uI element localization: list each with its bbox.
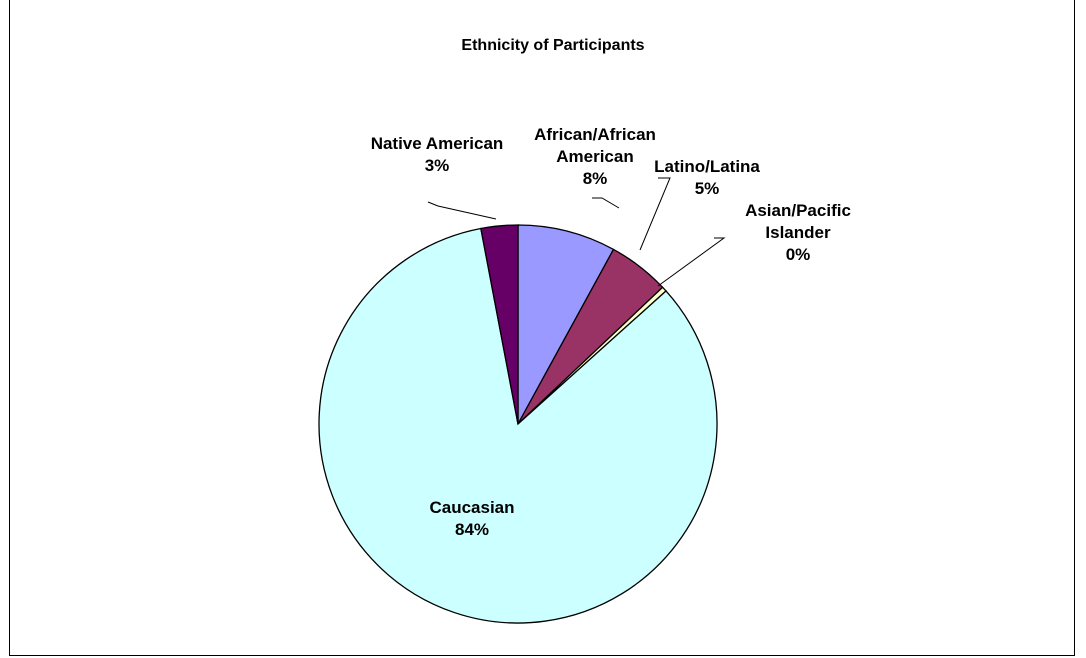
slice-label: Latino/Latina 5% [654, 157, 760, 198]
leader-line [592, 197, 620, 209]
leader-line [657, 237, 726, 287]
pie-chart: Ethnicity of Participants African/Africa… [318, 37, 851, 624]
slice-label: African/African American 8% [534, 125, 656, 188]
slice-label: Native American 3% [371, 134, 504, 175]
chart-title: Ethnicity of Participants [461, 37, 644, 54]
pie-slice-native-american [480, 224, 519, 425]
pie-slice-african-african-american [517, 224, 615, 425]
leader-lines [427, 177, 726, 287]
chart-frame: Ethnicity of Participants African/Africa… [9, 0, 1075, 656]
slice-labels: African/African American 8%Latino/Latina 5%… [371, 125, 851, 539]
pie-slice-caucasian [318, 227, 718, 624]
slice-label: Caucasian 84% [429, 498, 514, 539]
slice-label: Asian/Pacific Islander 0% [745, 201, 851, 264]
leader-line [639, 177, 671, 251]
leader-line [427, 201, 497, 220]
pie-slices [318, 224, 718, 624]
